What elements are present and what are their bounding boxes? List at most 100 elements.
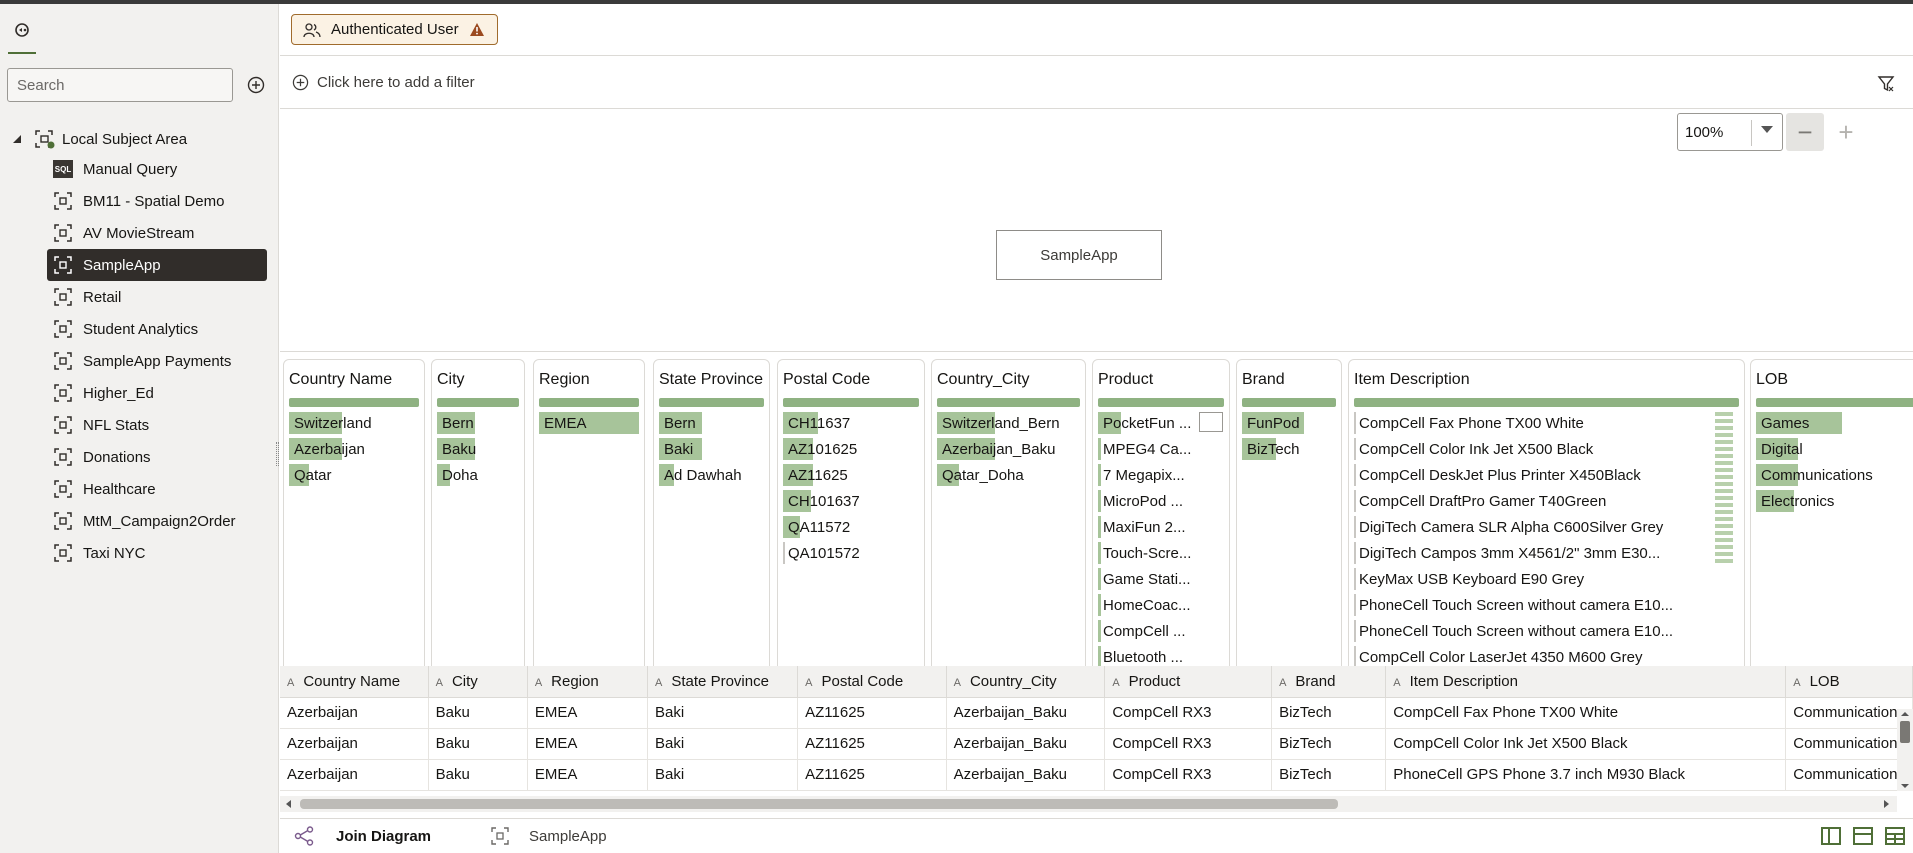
value-row[interactable]: AZ11625 <box>783 462 919 488</box>
value-row[interactable]: Bluetooth ... <box>1098 644 1224 666</box>
add-circle-icon[interactable] <box>247 76 265 94</box>
scroll-up-arrow-icon[interactable] <box>1897 709 1913 719</box>
value-row[interactable]: MaxiFun 2... <box>1098 514 1224 540</box>
zoom-in-button[interactable]: + <box>1827 113 1865 151</box>
value-overview-box[interactable] <box>1199 412 1223 432</box>
sidebar-item-retail[interactable]: Retail <box>47 281 267 313</box>
scroll-down-arrow-icon[interactable] <box>1897 781 1913 791</box>
value-row[interactable]: Baki <box>659 436 764 462</box>
profile-card-postal-code[interactable]: Postal Code CH11637 AZ101625 AZ11625 CH10163… <box>777 359 925 666</box>
column-header-state-province[interactable]: A State Province <box>647 666 799 698</box>
value-row[interactable]: Qatar_Doha <box>937 462 1080 488</box>
value-row[interactable]: CompCell DeskJet Plus Printer X450Black <box>1354 462 1739 488</box>
column-header-product[interactable]: A Product <box>1104 666 1273 698</box>
layout-split-horizontal-icon[interactable] <box>1853 827 1873 845</box>
profile-card-product[interactable]: Product PocketFun ... MPEG4 Ca... 7 Megapix… <box>1092 359 1230 666</box>
table-row[interactable]: Azerbaijan Baku EMEA Baki AZ11625 Azerbaijan_… <box>280 697 1913 729</box>
value-row[interactable]: CompCell Fax Phone TX00 White <box>1354 410 1739 436</box>
table-horizontal-scrollbar[interactable] <box>280 796 1897 812</box>
value-row[interactable]: Touch-Scre... <box>1098 540 1224 566</box>
tab-sampleapp[interactable]: SampleApp <box>491 827 607 845</box>
value-row[interactable]: DigiTech Camera SLR Alpha C600Silver Gre… <box>1354 514 1739 540</box>
layout-split-vertical-icon[interactable] <box>1821 827 1841 845</box>
value-row[interactable]: 7 Megapix... <box>1098 462 1224 488</box>
value-row[interactable]: Games <box>1756 410 1913 436</box>
profile-card-country-name[interactable]: Country Name Switzerland Azerbaijan Qatar <box>283 359 425 666</box>
value-row[interactable]: PocketFun ... <box>1098 410 1224 436</box>
horizontal-scroll-thumb[interactable] <box>300 799 1338 809</box>
add-filter-button[interactable]: Click here to add a filter <box>292 74 475 91</box>
sidebar-item-manual-query[interactable]: SQL Manual Query <box>47 153 267 185</box>
value-row[interactable]: KeyMax USB Keyboard E90 Grey <box>1354 566 1739 592</box>
sidebar-item-bm11-spatial-demo[interactable]: BM11 - Spatial Demo <box>47 185 267 217</box>
value-row[interactable]: QA101572 <box>783 540 919 566</box>
column-header-postal-code[interactable]: A Postal Code <box>797 666 947 698</box>
value-row[interactable]: Doha <box>437 462 519 488</box>
value-row[interactable]: CompCell DraftPro Gamer T40Green <box>1354 488 1739 514</box>
table-row[interactable]: Azerbaijan Baku EMEA Baki AZ11625 Azerbaijan_… <box>280 759 1913 791</box>
value-row[interactable]: FunPod <box>1242 410 1336 436</box>
profile-card-country-city[interactable]: Country_City Switzerland_Bern Azerbaijan_B… <box>931 359 1086 666</box>
zoom-out-button[interactable]: − <box>1786 113 1824 151</box>
profile-card-item-description[interactable]: Item Description CompCell Fax Phone TX00 … <box>1348 359 1745 666</box>
value-row[interactable]: Electronics <box>1756 488 1913 514</box>
value-row[interactable]: Bern <box>659 410 764 436</box>
collapse-triangle-icon[interactable] <box>12 134 22 144</box>
value-row[interactable]: Qatar <box>289 462 419 488</box>
value-row[interactable]: Bern <box>437 410 519 436</box>
column-header-region[interactable]: A Region <box>527 666 649 698</box>
table-vertical-scrollbar[interactable] <box>1897 709 1913 791</box>
zoom-level-select[interactable]: 100% <box>1677 113 1783 151</box>
chevron-down-icon[interactable] <box>1761 126 1773 133</box>
authenticated-user-badge[interactable]: Authenticated User <box>291 14 498 45</box>
value-row[interactable]: CH11637 <box>783 410 919 436</box>
sidebar-item-mtm-campaign2order[interactable]: MtM_Campaign2Order <box>47 505 267 537</box>
column-header-country-name[interactable]: A Country Name <box>280 666 429 698</box>
value-row[interactable]: CompCell Color Ink Jet X500 Black <box>1354 436 1739 462</box>
value-row[interactable]: Switzerland_Bern <box>937 410 1080 436</box>
value-row[interactable]: HomeCoac... <box>1098 592 1224 618</box>
value-overview-minimap[interactable] <box>1714 411 1734 565</box>
sidebar-item-nfl-stats[interactable]: NFL Stats <box>47 409 267 441</box>
column-header-city[interactable]: A City <box>428 666 528 698</box>
sidebar-item-taxi-nyc[interactable]: Taxi NYC <box>47 537 267 569</box>
value-row[interactable]: Switzerland <box>289 410 419 436</box>
column-header-brand[interactable]: A Brand <box>1271 666 1387 698</box>
value-row[interactable]: PhoneCell Touch Screen without camera E1… <box>1354 618 1739 644</box>
profile-card-region[interactable]: Region EMEA <box>533 359 645 666</box>
vertical-scroll-thumb[interactable] <box>1900 721 1910 743</box>
value-row[interactable]: Game Stati... <box>1098 566 1224 592</box>
tab-join-diagram[interactable]: Join Diagram <box>294 826 431 846</box>
join-diagram-canvas[interactable]: 100% − + SampleApp <box>280 110 1913 352</box>
value-row[interactable]: EMEA <box>539 410 639 436</box>
tree-root-local-subject-area[interactable]: Local Subject Area <box>12 126 187 152</box>
sidebar-item-student-analytics[interactable]: Student Analytics <box>47 313 267 345</box>
sidebar-item-donations[interactable]: Donations <box>47 441 267 473</box>
profile-card-city[interactable]: City Bern Baku Doha <box>431 359 525 666</box>
value-row[interactable]: Baku <box>437 436 519 462</box>
table-row[interactable]: Azerbaijan Baku EMEA Baki AZ11625 Azerbaijan_… <box>280 728 1913 760</box>
column-header-country-city[interactable]: A Country_City <box>946 666 1106 698</box>
value-row[interactable]: CompCell Color LaserJet 4350 M600 Grey <box>1354 644 1739 666</box>
profile-card-lob[interactable]: LOB Games Digital Communications Electronics <box>1750 359 1913 666</box>
value-row[interactable]: MicroPod ... <box>1098 488 1224 514</box>
scroll-left-arrow-icon[interactable] <box>286 800 291 808</box>
sidebar-item-av-moviestream[interactable]: AV MovieStream <box>47 217 267 249</box>
layout-grid-icon[interactable] <box>1885 827 1905 845</box>
profile-card-state-province[interactable]: State Province Bern Baki Ad Dawhah <box>653 359 770 666</box>
value-row[interactable]: Digital <box>1756 436 1913 462</box>
sidebar-item-higher-ed[interactable]: Higher_Ed <box>47 377 267 409</box>
value-row[interactable]: CompCell ... <box>1098 618 1224 644</box>
value-row[interactable]: Communications <box>1756 462 1913 488</box>
value-row[interactable]: AZ101625 <box>783 436 919 462</box>
filter-funnel-icon[interactable] <box>1877 75 1895 93</box>
search-input[interactable]: Search <box>7 68 233 102</box>
data-elements-tab[interactable] <box>8 18 36 54</box>
value-row[interactable]: CH101637 <box>783 488 919 514</box>
column-header-lob[interactable]: A LOB <box>1785 666 1913 698</box>
sidebar-item-sampleapp[interactable]: SampleApp <box>47 249 267 281</box>
value-row[interactable]: MPEG4 Ca... <box>1098 436 1224 462</box>
column-header-item-description[interactable]: A Item Description <box>1385 666 1787 698</box>
value-row[interactable]: DigiTech Campos 3mm X4561/2" 3mm E30... <box>1354 540 1739 566</box>
sidebar-item-sampleapp-payments[interactable]: SampleApp Payments <box>47 345 267 377</box>
